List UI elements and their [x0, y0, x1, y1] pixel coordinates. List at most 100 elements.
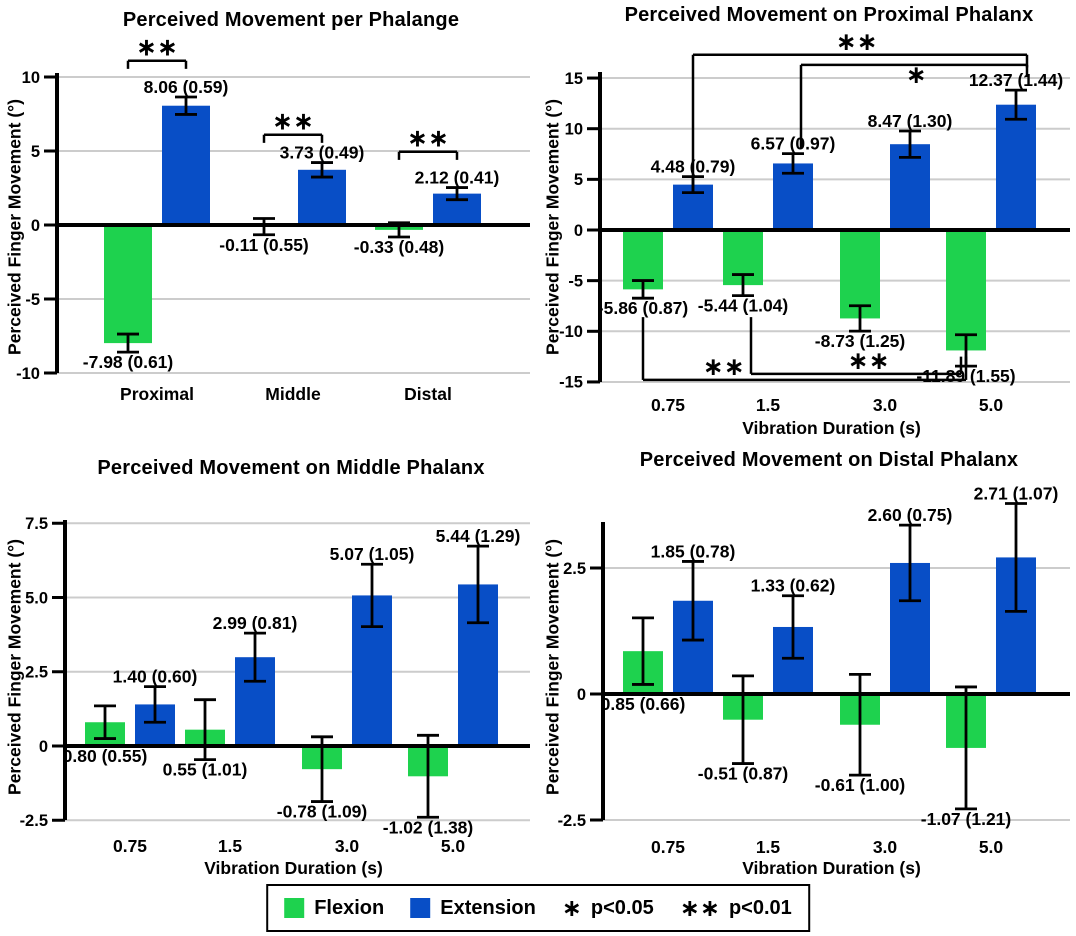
value-label: -1.07 (1.21) — [921, 809, 1011, 829]
x-tick-label: 5.0 — [979, 837, 1004, 857]
x-tick-label: 0.75 — [651, 395, 685, 415]
value-label: -1.02 (1.38) — [383, 817, 473, 837]
x-tick-label: 5.0 — [979, 395, 1004, 415]
y-tick-label: 0 — [574, 222, 583, 240]
y-tick-label: -2.5 — [20, 812, 48, 830]
y-tick-label: 7.5 — [25, 515, 48, 533]
y-tick-label: -15 — [559, 374, 583, 392]
value-label: 0.80 (0.55) — [63, 746, 148, 766]
chart-plot: 2.5 0 -2.5 0.75 1.5 3.0 5.0 0.85 (0.66) -0.51 (0… — [558, 483, 1070, 857]
sig-asterisk-label: ∗∗ — [407, 124, 449, 153]
x-axis-label: Vibration Duration (s) — [742, 858, 921, 878]
value-label: -0.11 (0.55) — [219, 235, 309, 255]
legend-label-p005: p<0.05 — [590, 896, 654, 919]
legend: Flexion Extension ∗ p<0.05 ∗∗ p<0.01 — [266, 884, 810, 932]
value-label: 8.47 (1.30) — [868, 111, 953, 131]
x-tick-label: 5.0 — [441, 836, 466, 856]
value-label: -5.44 (1.04) — [698, 296, 788, 316]
value-label: 1.85 (0.78) — [651, 541, 736, 561]
y-tick-label: 0 — [39, 738, 48, 756]
value-label: -7.98 (0.61) — [83, 352, 173, 372]
x-tick-label: 1.5 — [218, 836, 243, 856]
legend-label-p001: p<0.01 — [728, 896, 792, 919]
value-label: 2.71 (1.07) — [974, 483, 1059, 503]
y-tick-label: -10 — [16, 365, 40, 383]
x-tick-label: Proximal — [120, 384, 194, 404]
legend-label-extension: Extension — [440, 896, 536, 919]
x-tick-label: Distal — [404, 384, 452, 404]
bar-flexion-2 — [840, 230, 880, 319]
sig-asterisk-label: ∗∗ — [836, 27, 878, 56]
legend-label-flexion: Flexion — [314, 896, 385, 919]
x-tick-label: 3.0 — [873, 837, 898, 857]
y-tick-label: 15 — [565, 70, 583, 88]
value-label: 2.99 (0.81) — [213, 613, 298, 633]
value-label: -0.33 (0.48) — [354, 237, 444, 257]
y-tick-label: -5 — [25, 291, 40, 309]
value-label: 0.85 (0.66) — [601, 694, 686, 714]
y-tick-label: 10 — [565, 120, 583, 138]
y-tick-label: 5 — [31, 143, 40, 161]
value-label: 8.06 (0.59) — [144, 77, 229, 97]
value-label: 1.33 (0.62) — [751, 576, 836, 596]
p005-asterisk-icon: ∗ — [561, 894, 582, 922]
value-label: 2.12 (0.41) — [415, 168, 500, 188]
value-label: 3.73 (0.49) — [280, 143, 365, 163]
value-label: -0.51 (0.87) — [698, 764, 788, 784]
value-label: 6.57 (0.97) — [751, 134, 836, 154]
bar-flexion-3 — [946, 230, 986, 351]
chart-plot: 7.5 5.0 2.5 0 -2.5 0.75 1.5 3.0 5.0 0.80 (0.55) 0.… — [20, 515, 530, 856]
sig-asterisk-label: ∗∗ — [848, 346, 890, 375]
panel-title: Perceived Movement on Middle Phalanx — [97, 457, 485, 479]
panel-proximal-phalanx: Perceived Movement on Proximal Phalanx P… — [538, 0, 1076, 440]
panel-title: Perceived Movement on Distal Phalanx — [639, 449, 1019, 471]
value-label: -0.78 (1.09) — [277, 802, 367, 822]
chart-plot: 10 5 0 -5 -10 Proximal Middle Distal -7.98 (0.61… — [16, 33, 530, 404]
x-tick-label: 1.5 — [756, 837, 781, 857]
flexion-swatch-icon — [284, 898, 305, 918]
x-tick-label: 0.75 — [113, 836, 147, 856]
y-tick-label: -10 — [559, 323, 583, 341]
value-label: 1.40 (0.60) — [113, 667, 198, 687]
y-tick-label: 5.0 — [25, 589, 48, 607]
x-tick-label: 3.0 — [873, 395, 898, 415]
x-tick-label: 3.0 — [335, 836, 360, 856]
panel-title: Perceived Movement per Phalange — [122, 9, 460, 31]
x-tick-label: Middle — [265, 384, 321, 404]
x-tick-label: 0.75 — [651, 837, 685, 857]
panel-middle-phalanx: Perceived Movement on Middle Phalanx Per… — [0, 440, 538, 885]
x-axis-label: Vibration Duration (s) — [742, 418, 921, 438]
bar-extension-1 — [298, 169, 346, 225]
x-axis-label: Vibration Duration (s) — [204, 858, 383, 878]
value-label: 5.07 (1.05) — [330, 544, 415, 564]
p001-asterisk-icon: ∗∗ — [679, 894, 720, 922]
y-tick-label: 10 — [22, 69, 40, 87]
value-label: -8.73 (1.25) — [815, 331, 905, 351]
y-tick-label: 0 — [577, 686, 586, 704]
value-label: 5.44 (1.29) — [436, 526, 521, 546]
sig-asterisk-label: ∗∗ — [703, 352, 745, 381]
value-label: -5.86 (0.87) — [598, 298, 688, 318]
value-label: -0.61 (1.00) — [815, 775, 905, 795]
bar-extension-3 — [996, 104, 1036, 230]
panel-distal-phalanx: Perceived Movement on Distal Phalanx Per… — [538, 440, 1076, 885]
x-tick-label: 1.5 — [756, 395, 781, 415]
y-tick-label: 2.5 — [563, 560, 586, 578]
bar-extension-0 — [162, 105, 210, 225]
y-tick-label: 2.5 — [25, 664, 48, 682]
y-tick-label: -5 — [568, 272, 583, 290]
y-tick-label: -2.5 — [558, 812, 586, 830]
y-tick-label: 5 — [574, 171, 583, 189]
bar-flexion-0 — [104, 225, 152, 344]
panel-per-phalange: Perceived Movement per Phalange Perceive… — [0, 0, 538, 440]
y-tick-label: 0 — [31, 217, 40, 235]
value-label: 0.55 (1.01) — [163, 760, 248, 780]
panel-title: Perceived Movement on Proximal Phalanx — [624, 4, 1034, 26]
value-label: 12.37 (1.44) — [969, 70, 1063, 90]
sig-asterisk-label: ∗∗ — [136, 33, 178, 62]
extension-swatch-icon — [410, 898, 431, 918]
sig-asterisk-label: ∗∗ — [272, 107, 314, 136]
sig-asterisk-label: ∗ — [906, 60, 927, 89]
